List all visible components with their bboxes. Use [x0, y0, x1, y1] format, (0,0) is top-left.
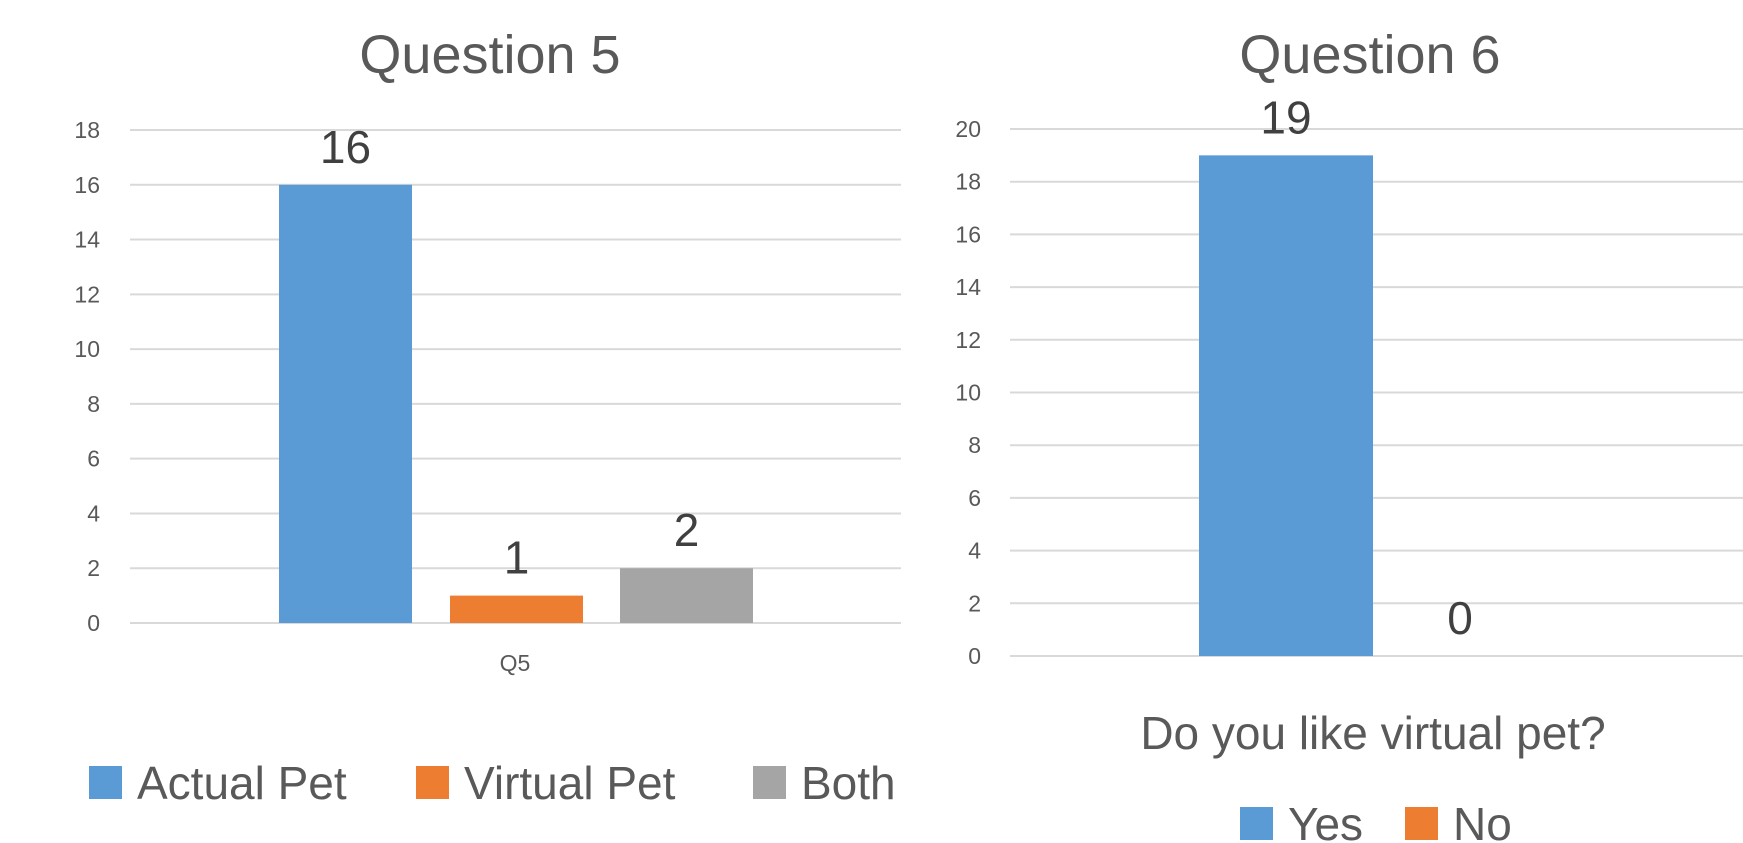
y-tick-label: 18: [74, 117, 100, 143]
y-tick-label: 6: [968, 485, 981, 511]
chart-question-6: Question 6 0 2 4 6 8 10 12 14 16 18 20 19 0 Do you …: [955, 25, 1743, 843]
data-label: 19: [1260, 91, 1311, 143]
y-tick-label: 10: [955, 380, 981, 406]
y-tick-label: 20: [955, 116, 981, 142]
chart-title: Question 6: [1239, 25, 1500, 85]
y-tick-label: 16: [955, 221, 981, 247]
data-label: 16: [320, 121, 371, 173]
y-tick-label: 2: [968, 590, 981, 616]
data-label: 0: [1447, 592, 1473, 644]
bar-both: [620, 568, 753, 623]
x-axis-title: Do you like virtual pet?: [1140, 707, 1605, 759]
data-label: 2: [674, 504, 700, 556]
legend-swatch: [753, 766, 786, 799]
legend-swatch: [89, 766, 122, 799]
y-tick-label: 2: [87, 555, 100, 581]
legend-label: No: [1453, 798, 1512, 843]
y-tick-label: 10: [74, 336, 100, 362]
y-tick-label: 18: [955, 169, 981, 195]
data-label: 1: [504, 532, 530, 584]
legend-swatch: [1405, 807, 1438, 840]
bar-virtual-pet: [450, 595, 583, 623]
bar-yes: [1199, 155, 1373, 656]
legend-label: Yes: [1288, 798, 1363, 843]
legend-label: Virtual Pet: [464, 757, 676, 809]
y-tick-label: 12: [74, 281, 100, 307]
y-tick-label: 4: [87, 500, 100, 526]
y-tick-label: 12: [955, 327, 981, 353]
chart-title: Question 5: [359, 25, 620, 85]
y-tick-label: 0: [87, 610, 100, 636]
bar-actual-pet: [279, 184, 412, 623]
y-tick-label: 8: [87, 391, 100, 417]
y-tick-label: 14: [74, 227, 100, 253]
y-tick-label: 8: [968, 432, 981, 458]
y-tick-label: 16: [74, 172, 100, 198]
legend-label: Both: [801, 757, 896, 809]
y-tick-label: 4: [968, 538, 981, 564]
legend-swatch: [416, 766, 449, 799]
x-category-label: Q5: [500, 650, 531, 676]
legend-label: Actual Pet: [137, 757, 347, 809]
y-tick-label: 14: [955, 274, 981, 300]
y-tick-label: 0: [968, 643, 981, 669]
legend-swatch: [1240, 807, 1273, 840]
y-tick-label: 6: [87, 446, 100, 472]
